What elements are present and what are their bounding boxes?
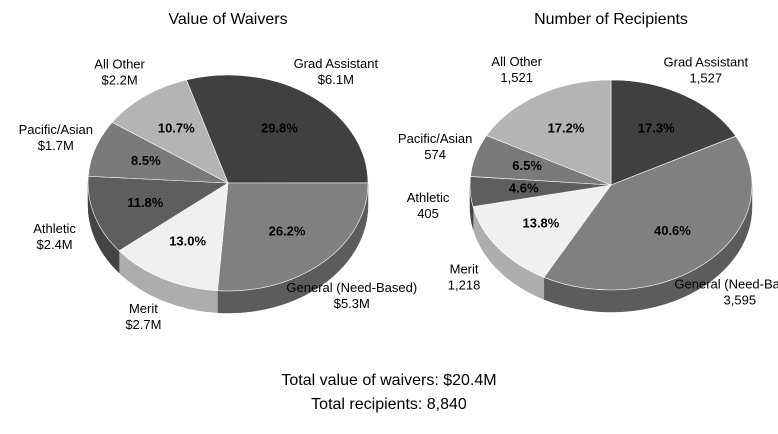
slice bbox=[486, 79, 612, 186]
footer-note: Total value of waivers: $20.4M bbox=[281, 372, 496, 389]
footer-note: Total recipients: 8,840 bbox=[311, 396, 467, 413]
slice-label: 10.7% bbox=[158, 121, 195, 136]
amount-label: $6.1M bbox=[318, 72, 354, 87]
amount-label: $2.4M bbox=[37, 237, 73, 252]
slice-label: 13.8% bbox=[522, 215, 559, 230]
slice-label: 4.6% bbox=[509, 181, 539, 196]
amount-label: $5.3M bbox=[334, 296, 370, 311]
slice bbox=[118, 182, 229, 292]
amount-label: 1,218 bbox=[448, 277, 481, 292]
slice bbox=[472, 184, 612, 278]
slice-label: 13.0% bbox=[169, 234, 206, 249]
category-label: Athletic bbox=[33, 221, 76, 236]
category-label: Grad Assistant bbox=[294, 56, 379, 71]
amount-label: 3,595 bbox=[724, 293, 757, 308]
amount-label: 1,521 bbox=[500, 70, 533, 85]
amount-label: $2.2M bbox=[102, 72, 138, 87]
chart-title: Value of Waivers bbox=[168, 11, 287, 28]
chart-title: Number of Recipients bbox=[534, 11, 688, 28]
category-label: Athletic bbox=[407, 190, 450, 205]
category-label: Merit bbox=[450, 261, 479, 276]
slice-label: 17.2% bbox=[548, 121, 585, 136]
slice bbox=[87, 175, 229, 252]
slice-label: 17.3% bbox=[638, 121, 675, 136]
slice-label: 6.5% bbox=[512, 158, 542, 173]
category-label: Grad Assistant bbox=[664, 54, 749, 69]
slice-label: 26.2% bbox=[269, 224, 306, 239]
amount-label: 1,527 bbox=[690, 70, 723, 85]
amount-label: $2.7M bbox=[125, 317, 161, 332]
slice-label: 8.5% bbox=[131, 153, 161, 168]
slice bbox=[111, 79, 229, 184]
slice-label: 29.8% bbox=[261, 121, 298, 136]
category-label: All Other bbox=[94, 56, 145, 71]
slice bbox=[610, 79, 737, 186]
category-label: Pacific/Asian bbox=[19, 122, 93, 137]
slice bbox=[185, 74, 369, 184]
category-label: Pacific/Asian bbox=[398, 131, 472, 146]
slice-label: 40.6% bbox=[654, 223, 691, 238]
category-label: Merit bbox=[129, 301, 158, 316]
amount-label: 574 bbox=[424, 147, 446, 162]
category-label: General (Need-Based) bbox=[286, 280, 417, 295]
slice bbox=[217, 182, 369, 292]
amount-label: $1.7M bbox=[38, 138, 74, 153]
slice-label: 11.8% bbox=[127, 195, 164, 210]
category-label: All Other bbox=[491, 54, 542, 69]
slice bbox=[543, 135, 753, 291]
amount-label: 405 bbox=[417, 206, 439, 221]
category-label: General (Need-Based) bbox=[674, 277, 778, 292]
